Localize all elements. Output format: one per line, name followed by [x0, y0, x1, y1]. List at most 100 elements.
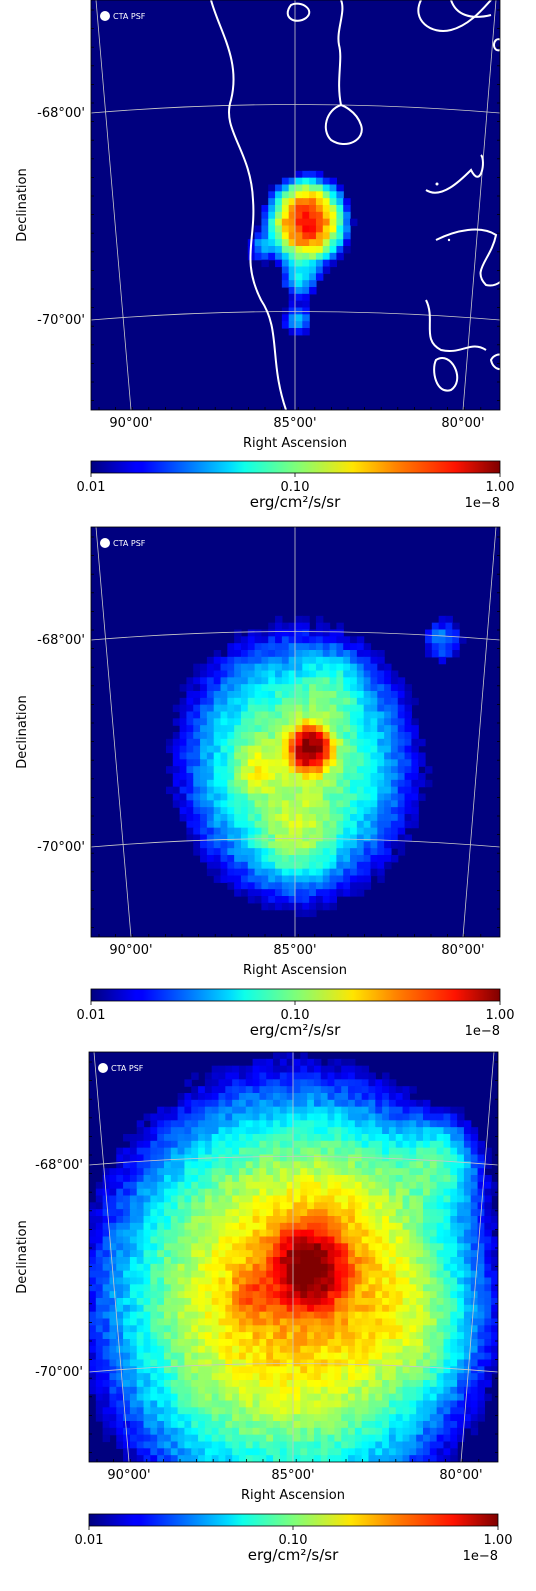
heatmap-cell: [218, 1448, 226, 1456]
heatmap-cell: [150, 1366, 158, 1374]
heatmap-cell: [170, 1291, 179, 1299]
heatmap-cell: [232, 1257, 240, 1265]
heatmap-cell: [279, 1277, 288, 1285]
heatmap-cell: [327, 1236, 335, 1244]
heatmap-cell: [116, 1209, 124, 1217]
heatmap-cell: [327, 1229, 335, 1238]
heatmap-cell: [423, 1366, 431, 1374]
heatmap-cell: [252, 1448, 261, 1456]
heatmap-cell: [368, 1339, 376, 1347]
heatmap-cell: [293, 1339, 301, 1347]
heatmap-cell: [136, 1154, 145, 1162]
plot-frame: [90, 0, 501, 411]
heatmap-cell: [309, 670, 317, 678]
heatmap-cell: [116, 1168, 124, 1176]
heatmap-cell: [266, 1202, 274, 1210]
heatmap-cell: [436, 1298, 445, 1306]
heatmap-cell: [163, 1414, 172, 1422]
heatmap-cell: [429, 1113, 438, 1121]
heatmap-cell: [206, 656, 215, 665]
heatmap-cell: [261, 889, 269, 897]
heatmap-cell: [382, 1332, 390, 1340]
heatmap-cell: [450, 1339, 458, 1347]
heatmap-cell: [341, 1168, 349, 1176]
heatmap-cell: [361, 1093, 370, 1101]
heatmap-cell: [429, 1434, 438, 1443]
heatmap-cell: [184, 1325, 192, 1333]
heatmap-cell: [322, 663, 331, 672]
heatmap-cell: [191, 1332, 199, 1340]
heatmap-cell: [309, 704, 317, 713]
heatmap-cell: [429, 1407, 438, 1415]
heatmap-cell: [273, 1414, 281, 1422]
contours: [210, 0, 536, 410]
heatmap-cell: [259, 1127, 267, 1135]
heatmap-cell: [470, 1427, 479, 1436]
heatmap-cell: [89, 1257, 97, 1265]
heatmap-cell: [252, 1393, 261, 1402]
heatmap-cell: [163, 1366, 172, 1374]
heatmap-cell: [309, 875, 317, 883]
heatmap-cell: [102, 1421, 111, 1429]
heatmap-cell: [275, 259, 283, 268]
heatmap-cell: [307, 1168, 315, 1176]
heatmap-cell: [261, 793, 269, 801]
heatmap-cell: [300, 1373, 308, 1381]
heatmap-cell: [102, 1345, 111, 1354]
heatmap-cell: [302, 697, 310, 706]
heatmap-cell: [363, 643, 372, 651]
heatmap-cell: [261, 834, 269, 842]
heatmap-cell: [377, 807, 385, 815]
heatmap-cell: [313, 1161, 322, 1169]
heatmap-cell: [309, 725, 317, 733]
heatmap-cell: [200, 725, 208, 733]
heatmap-cell: [170, 1134, 179, 1142]
heatmap-cell: [315, 786, 324, 795]
heatmap-cell: [416, 1366, 424, 1374]
heatmap-cell: [409, 1181, 417, 1190]
heatmap-cell: [254, 841, 263, 849]
heatmap-cell: [268, 766, 276, 774]
heatmap-cell: [361, 1216, 370, 1224]
heatmap-cell: [293, 1304, 301, 1313]
heatmap-cell: [268, 198, 276, 206]
heatmap-cell: [123, 1291, 131, 1299]
heatmap-cell: [322, 841, 331, 849]
heatmap-cell: [123, 1421, 131, 1429]
heatmap-cell: [300, 1216, 308, 1224]
heatmap-cell: [150, 1284, 158, 1292]
heatmap-cell: [452, 643, 460, 651]
heatmap-cell: [227, 779, 235, 788]
heatmap-cell: [227, 732, 235, 740]
heatmap-cell: [293, 1161, 301, 1169]
heatmap-cell: [157, 1414, 165, 1422]
heatmap-cell: [232, 1277, 240, 1285]
heatmap-cell: [89, 1298, 97, 1306]
heatmap-cell: [261, 636, 269, 644]
heatmap-cell: [259, 1243, 267, 1251]
heatmap-cell: [116, 1345, 124, 1354]
heatmap-cell: [436, 1222, 445, 1231]
heatmap-cell: [384, 759, 392, 767]
heatmap-cell: [470, 1380, 479, 1388]
heatmap-cell: [343, 205, 351, 213]
heatmap-cell: [384, 697, 392, 706]
heatmap-cell: [354, 1202, 363, 1210]
heatmap-cell: [322, 177, 331, 186]
heatmap-cell: [170, 1298, 179, 1306]
heatmap-cell: [350, 759, 358, 767]
heatmap-cell: [315, 697, 324, 706]
heatmap-cell: [436, 1154, 445, 1162]
heatmap-cell: [470, 1181, 479, 1190]
heatmap-cell: [409, 1257, 417, 1265]
heatmap-cell: [320, 1325, 329, 1333]
heatmap-cell: [191, 1311, 199, 1320]
heatmap-cell: [382, 1222, 390, 1231]
heatmap-cell: [395, 1311, 404, 1320]
heatmap-cell: [315, 259, 324, 268]
heatmap-cell: [302, 170, 310, 179]
heatmap-cell: [191, 1427, 199, 1436]
heatmap-cell: [356, 793, 365, 801]
heatmap-cell: [211, 1400, 220, 1408]
heatmap-cell: [268, 677, 276, 685]
